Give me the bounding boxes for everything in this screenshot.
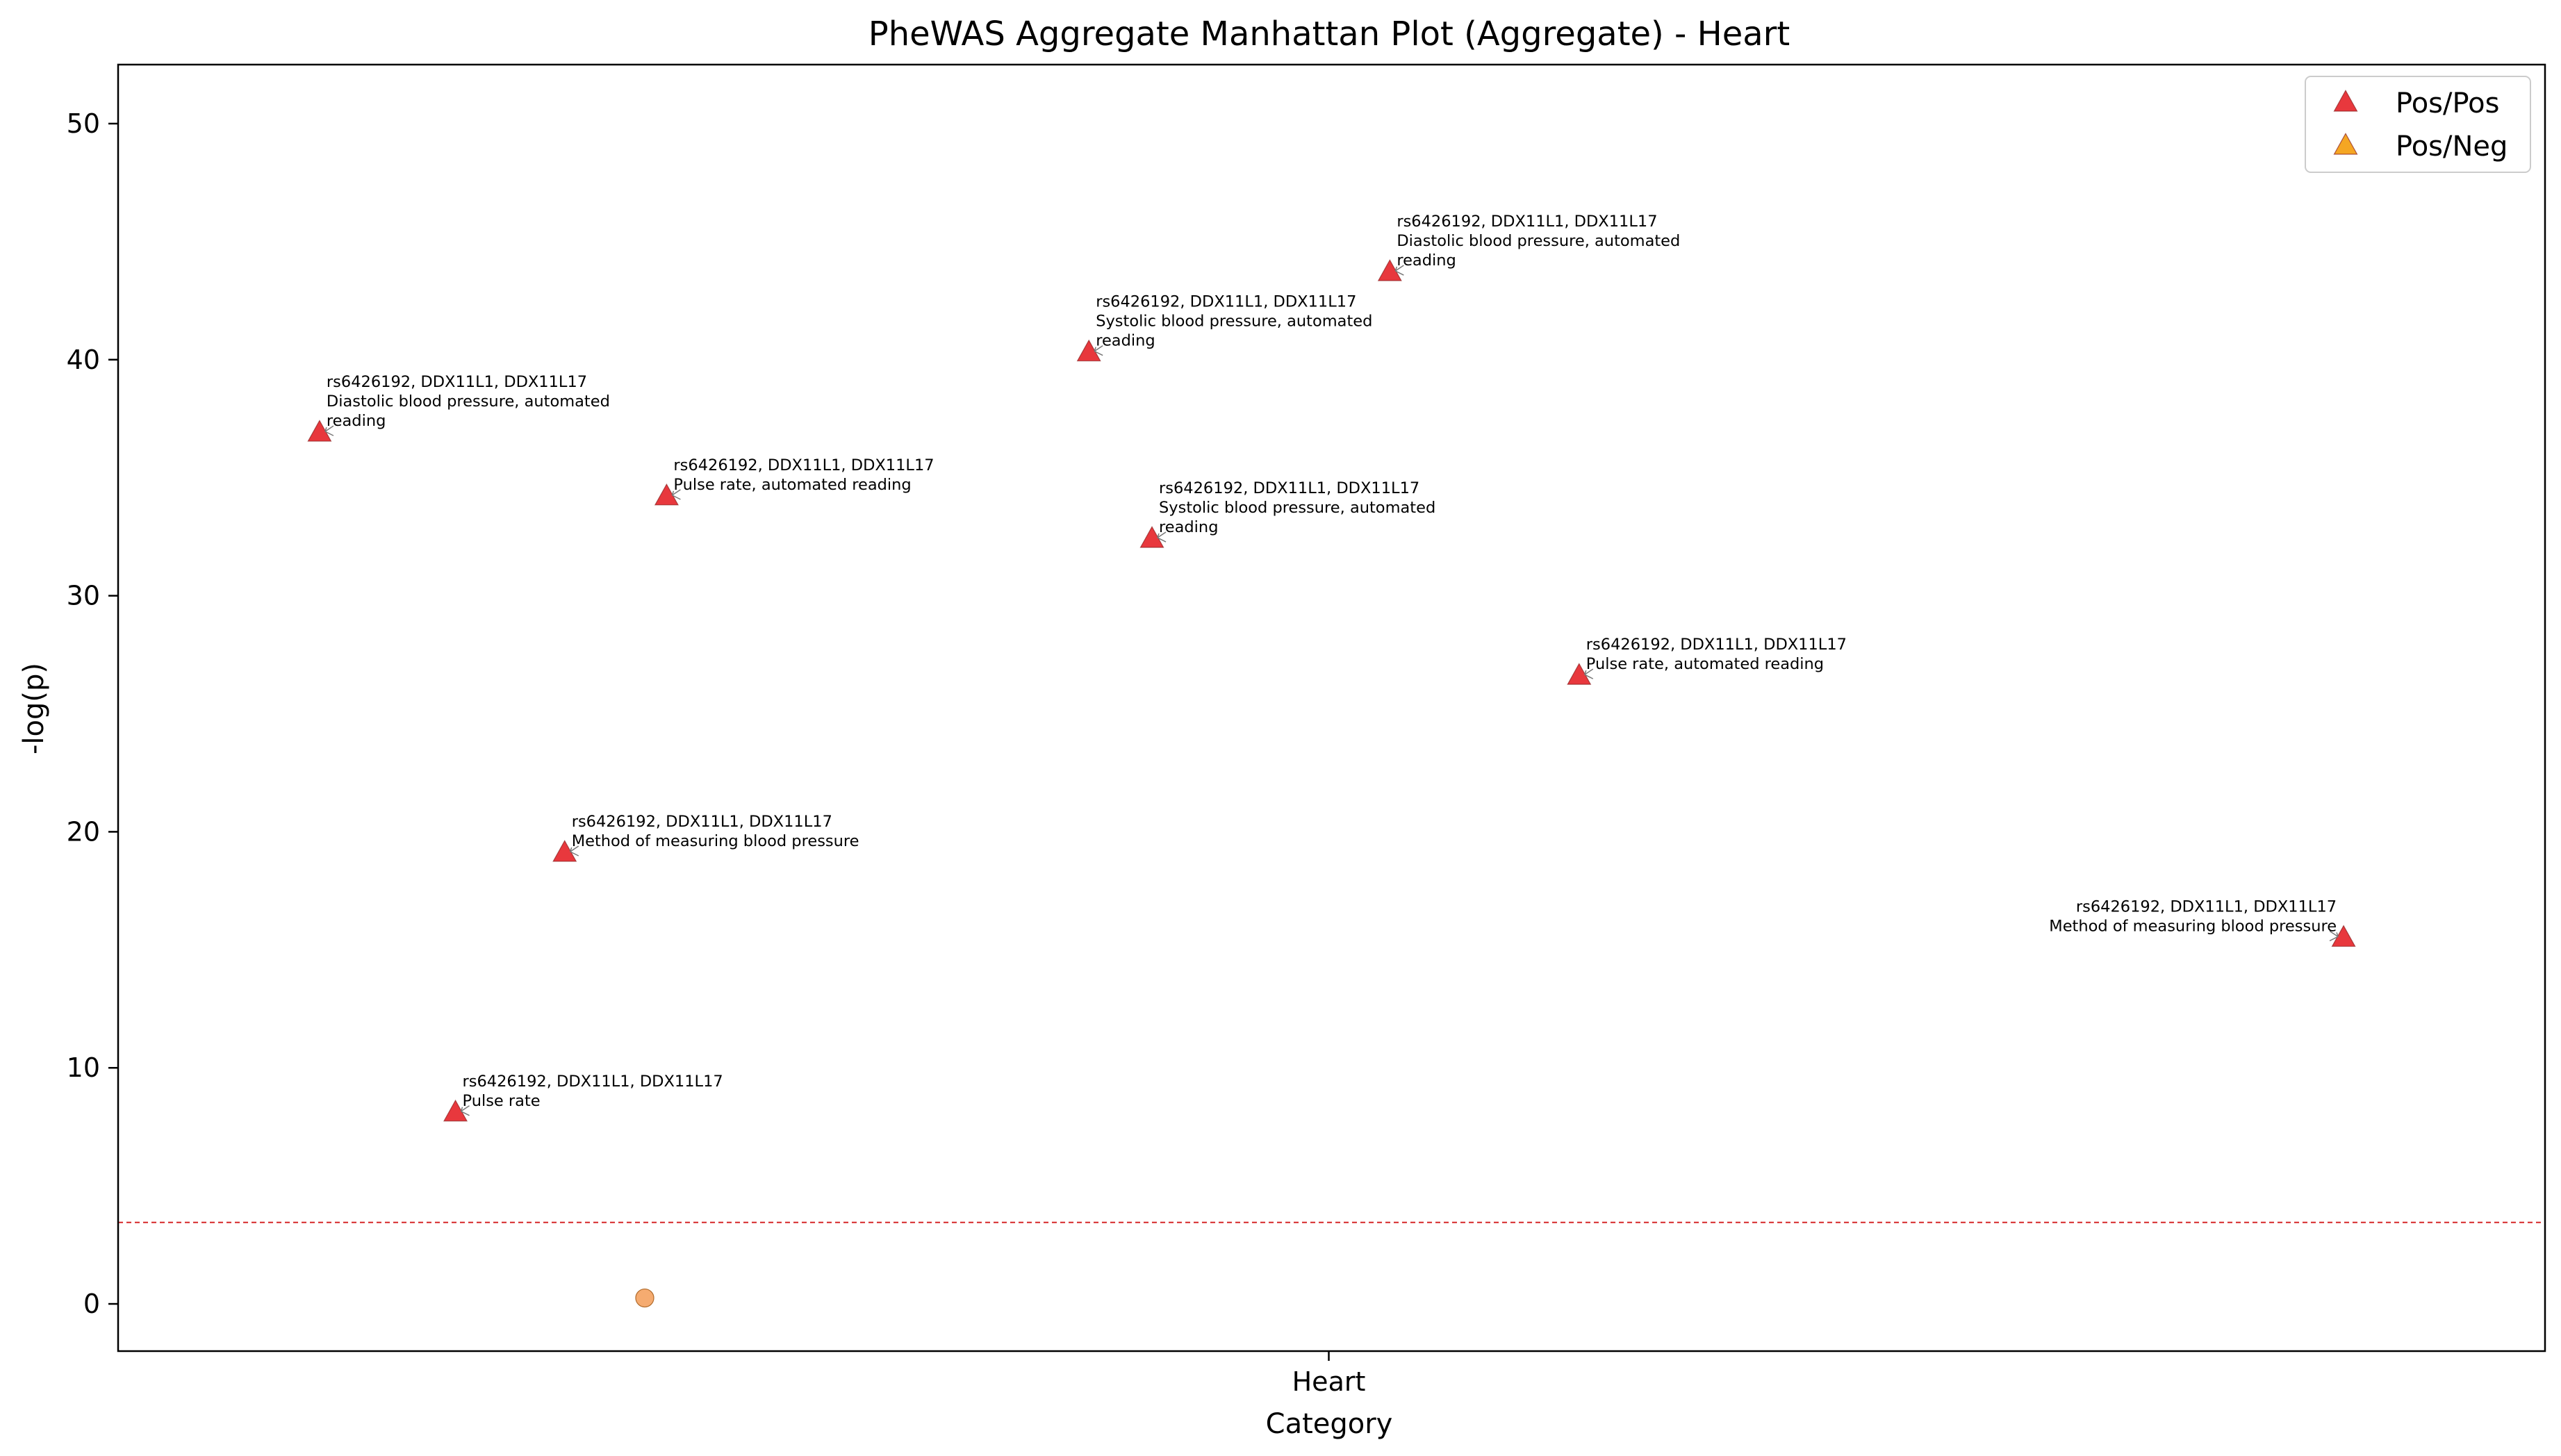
annotation-arrow: [570, 851, 579, 857]
point-annotation: rs6426192, DDX11L1, DDX11L17 Pulse rate, …: [1586, 636, 1847, 673]
annotation-arrow: [570, 845, 579, 852]
legend-box: [2305, 76, 2531, 173]
point-annotation: rs6426192, DDX11L1, DDX11L17 Diastolic bl…: [327, 373, 610, 430]
annotation-arrow: [1157, 531, 1167, 538]
point-annotation: rs6426192, DDX11L1, DDX11L17 Method of me…: [572, 813, 859, 850]
annotation-arrow: [461, 1105, 470, 1112]
annotation-arrow: [324, 431, 334, 436]
point-annotation: rs6426192, DDX11L1, DDX11L17 Systolic blo…: [1159, 479, 1435, 536]
data-point-circle: [635, 1288, 654, 1308]
y-tick-label: 50: [67, 108, 100, 139]
y-tick-label: 40: [67, 345, 100, 375]
y-axis-label: -log(p): [18, 663, 50, 754]
point-annotation: rs6426192, DDX11L1, DDX11L17 Pulse rate, …: [673, 456, 934, 494]
y-tick-label: 30: [67, 581, 100, 611]
annotation-arrow: [672, 489, 681, 496]
annotation-arrow: [2329, 930, 2339, 937]
annotation-arrow: [1584, 674, 1594, 679]
annotation-arrow: [1584, 668, 1594, 675]
legend-marker-icon: [2333, 90, 2358, 112]
chart-title: PheWAS Aggregate Manhattan Plot (Aggrega…: [868, 15, 1790, 53]
point-annotation: rs6426192, DDX11L1, DDX11L17 Systolic blo…: [1096, 293, 1372, 350]
x-tick-label: Heart: [1292, 1366, 1366, 1397]
plot-area: 0 10 20 30 40 50 Heart rs6426192, DDX11L1, DDX1…: [67, 63, 2546, 1397]
annotation-arrow: [1094, 345, 1103, 352]
x-axis-label: Category: [1266, 1408, 1393, 1440]
annotation-arrow: [1094, 350, 1103, 356]
point-annotation: rs6426192, DDX11L1, DDX11L17 Diastolic bl…: [1397, 213, 1680, 270]
legend-marker-icon: [2333, 133, 2358, 155]
annotation-arrow: [672, 495, 681, 500]
annotation-arrow: [1394, 265, 1404, 272]
annotation-arrow: [2329, 936, 2339, 941]
annotation-arrow: [461, 1111, 470, 1116]
y-tick-label: 10: [67, 1052, 100, 1083]
point-annotation: rs6426192, DDX11L1, DDX11L17 Pulse rate: [463, 1073, 723, 1110]
legend-entry-label: Pos/Neg: [2396, 131, 2508, 163]
plot-frame: [117, 63, 2546, 1352]
annotation-arrow: [324, 425, 334, 432]
annotation-arrow: [1157, 537, 1167, 543]
point-annotation: rs6426192, DDX11L1, DDX11L17 Method of me…: [2049, 897, 2337, 935]
annotation-arrow: [1394, 270, 1404, 276]
y-tick-label: 20: [67, 816, 100, 847]
legend-entry-label: Pos/Pos: [2396, 88, 2500, 119]
y-tick-label: 0: [83, 1289, 100, 1319]
